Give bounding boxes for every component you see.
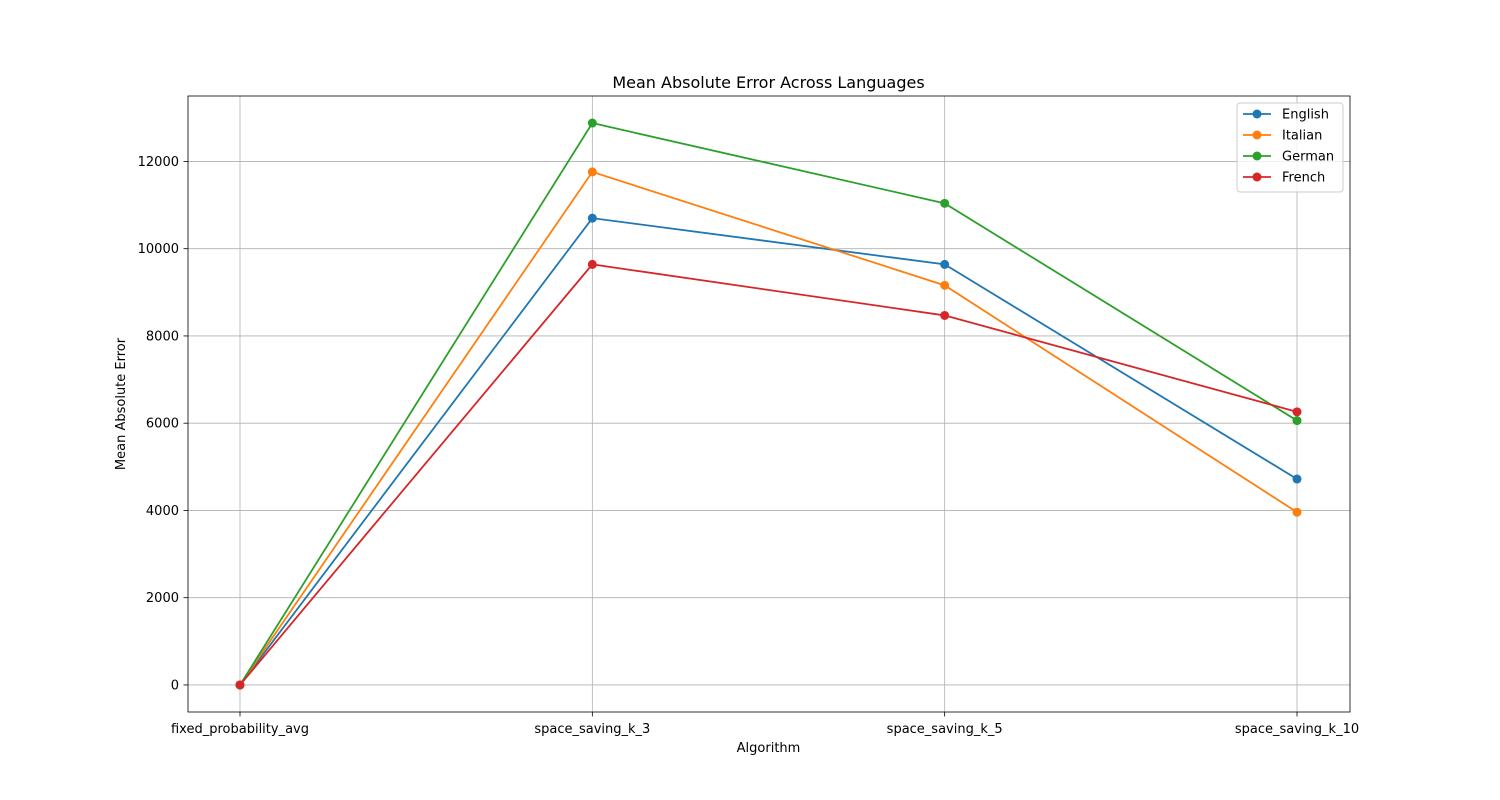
legend-marker-english: [1252, 109, 1262, 119]
x-axis-label: Algorithm: [737, 741, 801, 756]
legend-box: [1236, 102, 1344, 193]
data-point-french: [235, 680, 245, 690]
data-point-english: [1292, 474, 1302, 484]
data-point-english: [587, 213, 597, 223]
legend-label-italian: Italian: [1282, 129, 1322, 144]
data-point-french: [587, 259, 597, 269]
y-tick-label: 6000: [146, 417, 179, 432]
legend-label-french: French: [1282, 171, 1325, 186]
series-line-german: [239, 122, 1298, 686]
axes: fixed_probability_avg space_saving_k_3 spa…: [138, 95, 1359, 737]
x-tick-label: space_saving_k_5: [887, 722, 1003, 737]
x-tick-label: space_saving_k_10: [1235, 722, 1359, 737]
series-german: [235, 118, 1302, 690]
x-tick-label: space_saving_k_3: [534, 722, 650, 737]
data-point-french: [1292, 407, 1302, 417]
series-line-french: [239, 263, 1298, 686]
data-point-german: [587, 118, 597, 128]
y-tick-label: 12000: [138, 155, 179, 170]
series-lines: [235, 118, 1302, 690]
legend-marker-french: [1252, 172, 1262, 182]
data-point-german: [1292, 416, 1302, 426]
legend-marker-german: [1252, 151, 1262, 161]
y-tick-label: 4000: [146, 504, 179, 519]
legend-label-german: German: [1282, 150, 1334, 165]
data-point-english: [940, 259, 950, 269]
series-line-english: [239, 217, 1298, 686]
legend-label-english: English: [1282, 108, 1329, 123]
plot-frame: [187, 95, 1351, 713]
y-tick-label: 2000: [146, 591, 179, 606]
series-italian: [235, 167, 1302, 690]
y-tick-label: 0: [171, 678, 179, 693]
data-point-italian: [587, 167, 597, 177]
legend-marker-italian: [1252, 130, 1262, 140]
series-line-italian: [239, 170, 1298, 686]
y-tick-label: 10000: [138, 242, 179, 257]
data-point-french: [940, 310, 950, 320]
data-point-italian: [1292, 507, 1302, 517]
series-english: [235, 213, 1302, 690]
data-point-italian: [940, 280, 950, 290]
legend: English Italian German French: [1236, 102, 1344, 193]
grid-lines: [188, 96, 1350, 712]
chart-title: Mean Absolute Error Across Languages: [612, 73, 924, 92]
x-tick-label: fixed_probability_avg: [171, 722, 309, 737]
y-tick-label: 8000: [146, 329, 179, 344]
series-french: [235, 259, 1302, 690]
y-axis-label: Mean Absolute Error: [114, 337, 129, 470]
data-point-german: [940, 198, 950, 208]
